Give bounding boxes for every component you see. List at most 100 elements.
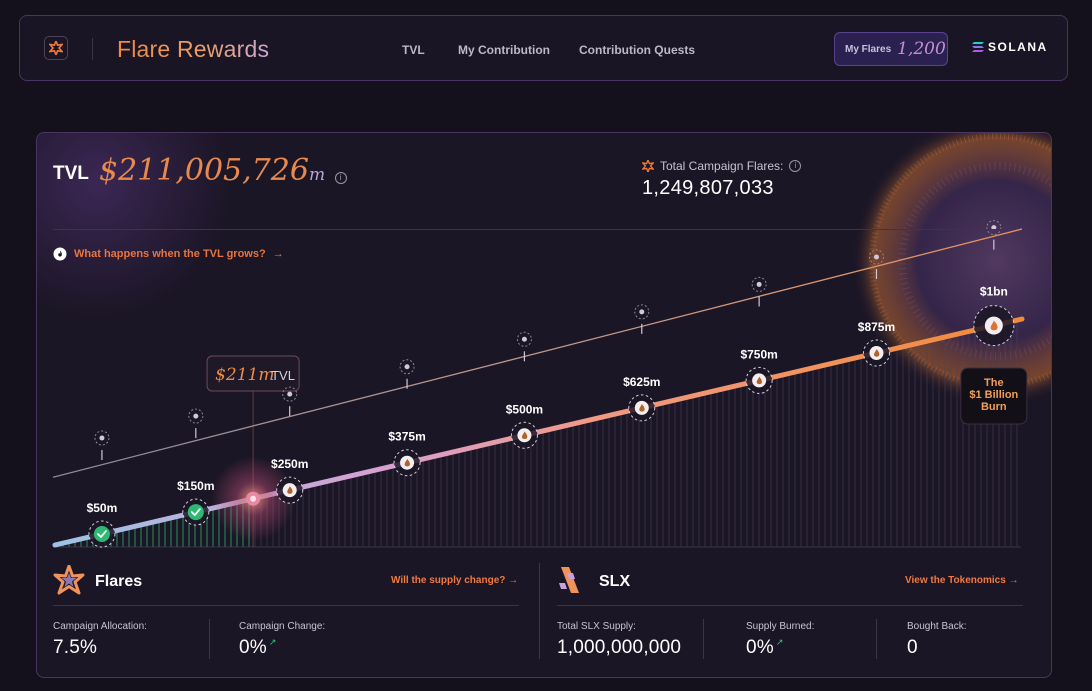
flares-title: Flares (95, 573, 143, 590)
milestone-label: $375m (388, 430, 425, 444)
my-flares-label: My Flares (845, 43, 892, 55)
total-flares: Total Campaign Flares: i 1,249,807,033 (642, 159, 802, 200)
flame-icon (874, 349, 880, 357)
supply-change-link-text: Will the supply change? (391, 575, 506, 586)
flame-icon (287, 486, 293, 494)
milestone-upper-node (521, 336, 527, 342)
milestone-upper-node-ring (516, 331, 532, 347)
flame-icon (990, 320, 998, 331)
divider (209, 619, 210, 659)
nav-divider (92, 38, 93, 60)
tokenomics-link-text: View the Tokenomics (905, 575, 1006, 586)
slx-logo-icon (559, 567, 579, 593)
milestone-reached-dot (93, 526, 110, 543)
solana-icon (972, 42, 984, 52)
total-supply-label: Total SLX Supply: (557, 621, 636, 632)
flame-icon (756, 376, 763, 385)
campaign-allocation-value: 7.5% (53, 637, 98, 658)
milestone-upper-node-ring (868, 249, 884, 265)
tvl-grows-link[interactable]: What happens when the TVL grows? → (53, 247, 284, 261)
billion-burn-text: Burn (981, 401, 1007, 413)
milestone-label: $750m (740, 347, 777, 361)
tvl-amount: $211,005,726 (99, 153, 309, 188)
nav-link-tvl[interactable]: TVL (402, 43, 425, 57)
info-icon[interactable]: i (334, 172, 347, 184)
flares-icon (53, 565, 85, 595)
milestone-upper-node-ring (282, 386, 298, 402)
current-tvl-dot-core (250, 495, 257, 502)
billion-burn-badge (960, 367, 1028, 425)
current-tvl-value: $211m (215, 365, 274, 385)
milestone-label: $1bn (980, 285, 1008, 299)
milestone-upper-node (756, 281, 762, 287)
flame-icon (639, 404, 645, 412)
current-tvl-box (206, 355, 300, 392)
trend-up-icon: ↗ (775, 637, 784, 647)
milestone-upper-node (404, 364, 410, 370)
divider (876, 619, 877, 659)
total-flares-label: Total Campaign Flares: (660, 159, 784, 173)
milestone-label: $625m (623, 375, 660, 389)
globe-graphic (852, 133, 1051, 406)
flare-star-icon (49, 41, 63, 55)
network-badge[interactable]: SOLANA (972, 40, 1048, 54)
total-supply-value: 1,000,000,000 (557, 637, 682, 658)
milestone-upper-node-ring (634, 304, 650, 320)
nav-link-contribution-quests[interactable]: Contribution Quests (579, 43, 695, 57)
milestone-label: $50m (87, 501, 118, 515)
tvl-grows-link-text: What happens when the TVL grows? (74, 248, 266, 260)
divider (557, 605, 1023, 606)
supply-change-link[interactable]: Will the supply change? → (391, 575, 518, 586)
slx-title: SLX (599, 573, 631, 590)
flare-drop-icon (53, 247, 67, 261)
flare-star-icon (642, 160, 654, 172)
trend-up-icon: ↗ (268, 637, 277, 647)
campaign-allocation-label: Campaign Allocation: (53, 621, 147, 632)
info-icon[interactable]: i (789, 160, 802, 172)
my-flares-value: 1,200 (897, 39, 946, 59)
milestone-label: $500m (506, 402, 543, 416)
billion-burn-text: The (984, 377, 1004, 389)
my-flares-button[interactable]: My Flares 1,200 (834, 32, 948, 66)
total-flares-label-row: Total Campaign Flares: i (642, 159, 802, 173)
tvl-value: $211,005,726m i (99, 153, 347, 188)
billion-burn-text: $1 Billion (969, 389, 1018, 401)
flame-icon (521, 431, 528, 439)
nav-link-my-contribution[interactable]: My Contribution (458, 43, 550, 57)
campaign-change-label: Campaign Change: (239, 621, 326, 632)
campaign-change-number: 0% (239, 637, 267, 658)
tvl-card: $211m TVL $50m $150m $250m $375m $500m $625m $75… (36, 132, 1052, 678)
stats-section: Flares Will the supply change? → Campaig… (37, 543, 1051, 677)
check-icon (97, 530, 107, 538)
milestone-upper-node-ring (399, 359, 415, 375)
flame-icon (404, 458, 410, 467)
bought-back-label: Bought Back: (907, 621, 967, 632)
bought-back-value: 0 (907, 637, 918, 658)
divider (53, 229, 1006, 230)
tokenomics-link[interactable]: View the Tokenomics → (905, 575, 1019, 586)
milestone-upper-node (991, 225, 997, 231)
tvl-chart: $211mTVL$50m$150m$250m$375m$500m$625m$75… (52, 133, 1051, 548)
tvl-unit: m (308, 165, 326, 185)
tvl-label: TVL (53, 163, 89, 184)
milestone-upper-node-ring (751, 276, 767, 292)
supply-burned-number: 0% (746, 637, 774, 658)
guide-line (52, 228, 1023, 478)
divider (53, 605, 519, 606)
brand-title: Flare Rewards (117, 36, 270, 62)
arrow-right-icon: → (272, 248, 284, 260)
milestone-upper-node (287, 391, 293, 397)
section-divider (539, 563, 540, 659)
background-glow (37, 133, 247, 323)
milestone-label: $875m (858, 320, 895, 334)
milestone-upper-node (193, 413, 199, 419)
flare-logo[interactable] (44, 36, 68, 60)
current-tvl-suffix: TVL (271, 368, 295, 383)
total-flares-value: 1,249,807,033 (642, 177, 774, 199)
milestone-label: $150m (177, 479, 214, 493)
campaign-change-value: 0% ↗ (239, 637, 277, 659)
milestone-upper-node-ring (94, 430, 110, 446)
supply-burned-value: 0% ↗ (746, 637, 784, 659)
arrow-right-icon: → (508, 575, 519, 586)
supply-burned-label: Supply Burned: (746, 621, 815, 632)
